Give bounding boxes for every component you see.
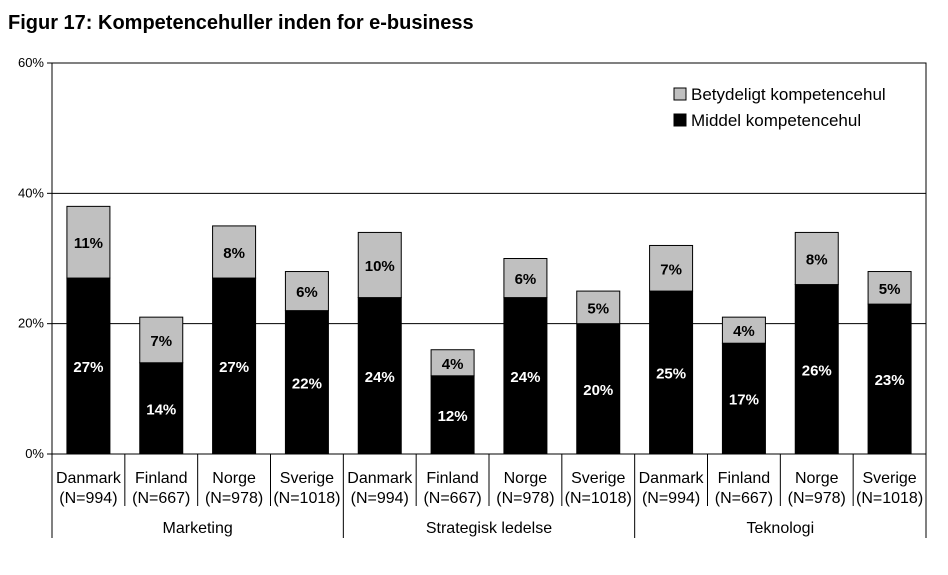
bar-segment bbox=[721, 342, 766, 455]
category-n-label: (N=994) bbox=[642, 490, 700, 507]
y-tick-label: 40% bbox=[18, 185, 44, 200]
legend-label: Betydeligt kompetencehul bbox=[691, 85, 886, 104]
category-label: Danmark bbox=[56, 470, 122, 487]
category-label: Sverige bbox=[862, 470, 916, 487]
bar-segment bbox=[576, 290, 621, 325]
chart-title: Figur 17: Kompetencehuller inden for e-b… bbox=[8, 12, 474, 34]
bar-segment bbox=[66, 277, 111, 455]
bar-segment bbox=[284, 271, 329, 312]
data-label: 24% bbox=[365, 369, 395, 386]
bar-segment bbox=[503, 297, 548, 455]
data-label: 6% bbox=[296, 284, 318, 301]
data-label: 6% bbox=[515, 271, 537, 288]
data-label: 8% bbox=[223, 245, 245, 262]
bar-segment bbox=[867, 303, 912, 455]
bar-segment bbox=[649, 244, 694, 292]
category-n-label: (N=667) bbox=[423, 490, 481, 507]
y-tick-label: 0% bbox=[25, 446, 44, 461]
data-label: 24% bbox=[510, 369, 540, 386]
data-label: 12% bbox=[438, 408, 468, 425]
data-label: 7% bbox=[150, 333, 172, 350]
category-label: Sverige bbox=[280, 470, 334, 487]
data-label: 23% bbox=[875, 372, 905, 389]
category-n-label: (N=667) bbox=[715, 490, 773, 507]
bar-segment bbox=[212, 225, 257, 279]
data-label: 8% bbox=[806, 252, 828, 269]
data-label: 25% bbox=[656, 366, 686, 383]
bar-segment bbox=[139, 316, 184, 364]
data-label: 4% bbox=[733, 323, 755, 340]
bar-segment bbox=[867, 271, 912, 305]
data-label: 10% bbox=[365, 258, 395, 275]
data-label: 11% bbox=[74, 235, 103, 252]
category-label: Finland bbox=[135, 470, 187, 487]
category-label: Norge bbox=[212, 470, 256, 487]
data-label: 7% bbox=[660, 261, 682, 278]
data-label: 26% bbox=[802, 362, 832, 379]
data-label: 4% bbox=[442, 356, 464, 373]
category-label: Norge bbox=[795, 470, 839, 487]
data-label: 22% bbox=[292, 375, 322, 392]
bar-segment bbox=[721, 316, 766, 344]
data-label: 17% bbox=[729, 392, 759, 409]
group-label: Marketing bbox=[163, 520, 233, 537]
bar-segment bbox=[794, 231, 839, 286]
y-tick-label: 20% bbox=[18, 316, 44, 331]
legend-swatch bbox=[673, 113, 687, 127]
y-tick-label: 60% bbox=[18, 55, 44, 70]
category-n-label: (N=978) bbox=[496, 490, 554, 507]
category-label: Danmark bbox=[347, 470, 413, 487]
category-n-label: (N=1018) bbox=[565, 490, 632, 507]
category-label: Norge bbox=[504, 470, 548, 487]
bar-segment bbox=[503, 258, 548, 299]
category-n-label: (N=994) bbox=[59, 490, 117, 507]
category-label: Finland bbox=[426, 470, 478, 487]
data-label: 5% bbox=[879, 281, 901, 298]
category-n-label: (N=978) bbox=[788, 490, 846, 507]
category-label: Sverige bbox=[571, 470, 625, 487]
bar-segment bbox=[66, 205, 111, 279]
category-n-label: (N=1018) bbox=[856, 490, 923, 507]
data-label: 14% bbox=[146, 401, 176, 418]
category-label: Danmark bbox=[639, 470, 705, 487]
bar-segment bbox=[212, 277, 257, 455]
category-n-label: (N=994) bbox=[351, 490, 409, 507]
group-label: Teknologi bbox=[747, 520, 815, 537]
category-n-label: (N=1018) bbox=[273, 490, 340, 507]
bar-segment bbox=[794, 284, 839, 455]
bar-segment bbox=[576, 323, 621, 455]
category-label: Finland bbox=[718, 470, 770, 487]
category-n-label: (N=667) bbox=[132, 490, 190, 507]
data-label: 5% bbox=[587, 300, 609, 317]
category-n-label: (N=978) bbox=[205, 490, 263, 507]
bar-segment bbox=[357, 297, 402, 455]
legend-label: Middel kompetencehul bbox=[691, 111, 861, 130]
data-label: 27% bbox=[73, 359, 103, 376]
group-label: Strategisk ledelse bbox=[426, 520, 552, 537]
data-label: 27% bbox=[219, 359, 249, 376]
bar-segment bbox=[430, 349, 475, 377]
bar-segment bbox=[357, 231, 402, 299]
data-label: 20% bbox=[583, 382, 613, 399]
bar-segment bbox=[649, 290, 694, 455]
legend-swatch bbox=[673, 87, 687, 101]
